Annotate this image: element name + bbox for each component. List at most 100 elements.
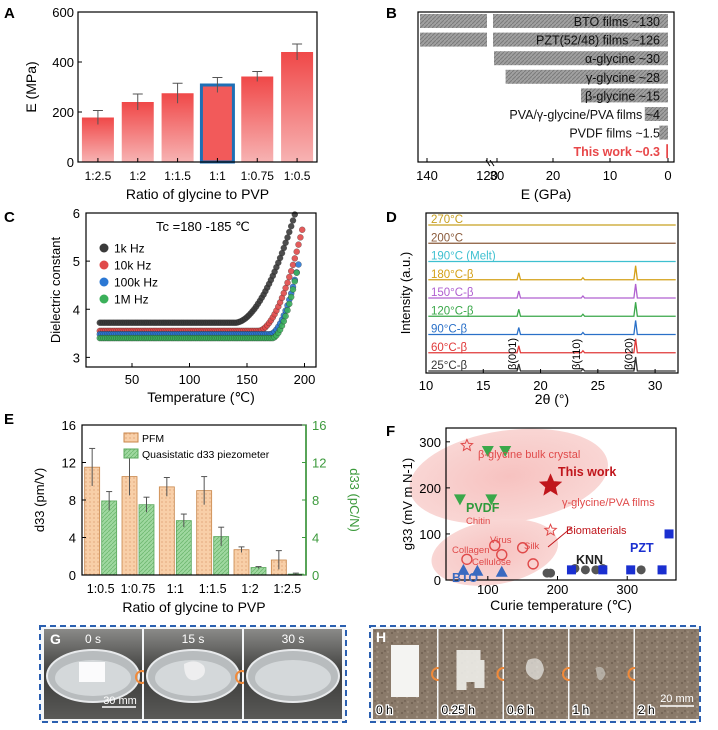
- legend-marker: [99, 294, 109, 304]
- y-axis-title: Dielectric constant: [48, 237, 63, 344]
- x-tick-label: 140: [416, 168, 438, 183]
- x-tick-label: 150: [236, 372, 258, 387]
- x-tick-label: 1:0.75: [241, 169, 275, 183]
- peak-label: β(110): [571, 339, 583, 370]
- panel-d: D 270°C 200°C 190°C (Melt) 180°C-β 150°C-β 12…: [386, 209, 679, 407]
- region-label: Biomaterials: [566, 525, 627, 537]
- y-axis-title: E (MPa): [23, 61, 39, 112]
- y-tick-label: 12: [62, 456, 76, 471]
- x-tick-label: 20: [533, 378, 547, 393]
- trace-label: 25°C-β: [431, 360, 468, 372]
- point-PZT: [626, 565, 636, 575]
- film-dissolving: [184, 661, 205, 681]
- xrd-trace: [428, 320, 676, 336]
- point-This: [538, 473, 563, 496]
- peak-label: β(020): [624, 338, 636, 370]
- bar-3: [505, 69, 668, 84]
- region-label: β-glycine bulk crystal: [478, 449, 580, 461]
- region-label: PZT: [630, 541, 654, 555]
- bar-label: PVDF films ~1.5: [569, 127, 660, 141]
- x-tick-label: 1:1.5: [199, 582, 227, 596]
- y2-tick-label: 4: [312, 531, 319, 546]
- axis-break: [489, 159, 495, 167]
- x-axis-title: Ratio of glycine to PVP: [122, 599, 265, 615]
- point-BTO: [495, 565, 508, 577]
- region-label: Virus: [490, 535, 512, 546]
- point-1MHz: [286, 300, 293, 308]
- region-label: This work: [558, 465, 616, 479]
- y-tick-label: 0: [69, 568, 76, 583]
- x-tick-label: 50: [125, 372, 139, 387]
- point-10kHz: [289, 261, 297, 269]
- bar-1:0.5: [281, 52, 314, 162]
- film-sample: [79, 662, 105, 682]
- point-10kHz: [288, 267, 295, 275]
- bar-1:0.75: [241, 76, 274, 162]
- x-tick-label: 30: [648, 378, 662, 393]
- bar-label: γ-glycine ~28: [586, 71, 660, 85]
- time-label: 0.25 h: [442, 703, 475, 717]
- panel-b-frame: [417, 11, 675, 163]
- time-label: 2 h: [638, 703, 655, 717]
- x-tick-label: 1:0.75: [121, 582, 156, 596]
- panel-g-letter: G: [50, 631, 61, 647]
- x-tick-label: 15: [476, 378, 490, 393]
- point-Biomaterials: [461, 553, 473, 565]
- point-10kHz: [295, 241, 302, 248]
- panel-e-letter: E: [4, 411, 14, 428]
- bar-PFM: [158, 486, 175, 576]
- y-tick-label: 4: [73, 302, 80, 317]
- legend-label: Quasistatic d33 piezometer: [142, 449, 270, 461]
- y-tick-label: 0: [67, 155, 74, 170]
- point-KNN: [580, 565, 590, 575]
- xrd-trace: [428, 356, 676, 372]
- time-label: 15 s: [182, 632, 205, 646]
- x-tick-label: 100: [179, 372, 201, 387]
- scale-label: 30 mm: [103, 695, 137, 707]
- bar-1:1.5: [161, 93, 194, 162]
- y-tick-label: 8: [69, 493, 76, 508]
- soil-photo: [635, 629, 699, 719]
- point-KNN: [591, 565, 601, 575]
- panel-a: A 1:2.5 1:2 1:1.5 1:1 1:0.75 1:0.5 0 200 400 600 R…: [4, 5, 318, 202]
- region-label: KNN: [576, 553, 603, 567]
- point-β-glycine: [543, 522, 558, 537]
- point-KNN: [546, 568, 556, 578]
- region-label: Cellulose: [472, 557, 511, 568]
- time-label: 0.6 h: [507, 703, 534, 717]
- panel-a-frame: [77, 11, 318, 163]
- point-BTO: [471, 564, 484, 576]
- x-tick-label: 1:2.5: [273, 582, 301, 596]
- x-tick-label: 10: [603, 168, 617, 183]
- panel-e: E 1:0.5 1:0.75 1:1 1:1.5 1:2 1:2.5 PFM Quasista…: [4, 411, 362, 615]
- point-β-glycine: [459, 438, 474, 452]
- point-PVDF: [453, 494, 466, 506]
- bar-Quasistatic: [175, 520, 192, 576]
- point-1MHz: [291, 278, 298, 285]
- x-tick-label: 1:0.5: [284, 169, 311, 183]
- xrd-trace: [428, 338, 676, 354]
- bar-0: [420, 14, 668, 28]
- legend-marker: [123, 448, 139, 459]
- x-axis-title: Curie temperature (℃): [490, 597, 632, 613]
- point-PZT: [657, 565, 667, 575]
- trace-label: 120°C-β: [431, 305, 474, 317]
- trace-label: 200°C: [431, 232, 463, 244]
- time-label: 0 s: [85, 632, 101, 646]
- x-tick-label: 0: [664, 168, 671, 183]
- y-tick-label: 200: [52, 105, 74, 120]
- x-tick-label: 300: [616, 582, 638, 597]
- point-PVDF: [485, 494, 498, 506]
- bar-Quasistatic: [250, 567, 267, 576]
- x-tick-label: 200: [294, 372, 316, 387]
- bar-this-work: [666, 144, 668, 159]
- panel-a-letter: A: [4, 5, 15, 22]
- y2-tick-label: 0: [312, 568, 319, 583]
- legend-label: PFM: [142, 433, 164, 445]
- x-tick-label: 100: [477, 582, 499, 597]
- point-KNN: [636, 565, 646, 575]
- panel-h-letter: H: [376, 629, 386, 645]
- panel-f-letter: F: [386, 423, 395, 440]
- region-label: γ-glycine/PVA films: [562, 497, 655, 509]
- axis-break-gap: [487, 14, 493, 160]
